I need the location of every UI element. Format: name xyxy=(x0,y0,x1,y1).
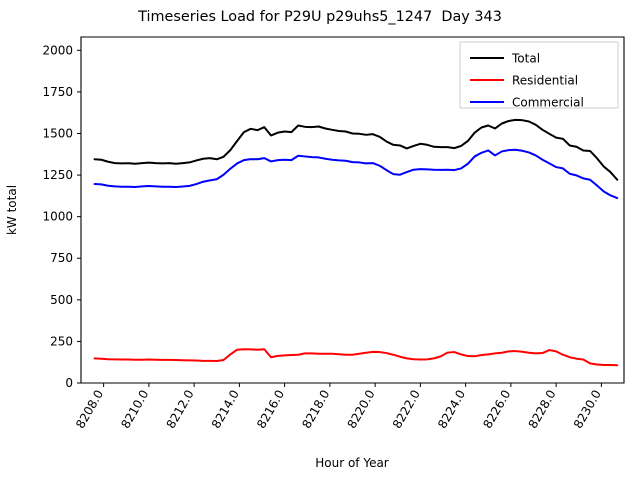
chart-legend: Total Residential Commercial xyxy=(459,41,619,110)
x-tick-label: 8224.0 xyxy=(435,388,468,431)
chart-title: Timeseries Load for P29U p29uhs5_1247 Da… xyxy=(138,9,502,25)
x-tick-label: 8226.0 xyxy=(480,388,513,431)
x-tick-label: 8214.0 xyxy=(209,388,242,431)
x-tick-label: 8210.0 xyxy=(118,388,151,431)
legend-label-total: Total xyxy=(511,52,540,66)
y-tick-label: 250 xyxy=(50,334,73,348)
x-tick-label: 8228.0 xyxy=(526,388,559,431)
x-tick-label: 8216.0 xyxy=(254,388,287,431)
axes-spines xyxy=(80,36,625,384)
legend-label-commercial: Commercial xyxy=(512,96,584,110)
data-series-lines xyxy=(93,118,619,367)
x-tick-label: 8212.0 xyxy=(164,388,197,431)
series-line-residential xyxy=(93,348,619,367)
legend-label-residential: Residential xyxy=(512,74,578,88)
y-tick-label: 1500 xyxy=(42,126,73,140)
y-tick-label: 1750 xyxy=(42,85,73,99)
y-tick-label: 750 xyxy=(50,251,73,265)
series-line-total xyxy=(93,118,619,181)
y-tick-label: 1000 xyxy=(42,210,73,224)
y-axis-label: kW total xyxy=(5,185,19,235)
x-axis-label: Hour of Year xyxy=(315,456,389,470)
x-axis-ticks: 8208.0 8210.0 8212.0 8214.0 8216.0 8218.0 8220… xyxy=(73,383,604,431)
x-tick-label: 8230.0 xyxy=(571,388,604,431)
x-tick-label: 8222.0 xyxy=(390,388,423,431)
y-tick-label: 0 xyxy=(65,376,73,390)
y-tick-label: 500 xyxy=(50,293,73,307)
x-tick-label: 8208.0 xyxy=(73,388,106,431)
x-tick-label: 8218.0 xyxy=(299,388,332,431)
y-tick-label: 2000 xyxy=(42,43,73,57)
series-line-commercial xyxy=(93,148,619,200)
y-tick-label: 1250 xyxy=(42,168,73,182)
legend-items: Total Residential Commercial xyxy=(470,52,584,110)
y-axis-ticks: 0 250 500 750 1000 1250 1500 1750 2000 xyxy=(42,43,81,390)
x-tick-label: 8220.0 xyxy=(345,388,378,431)
